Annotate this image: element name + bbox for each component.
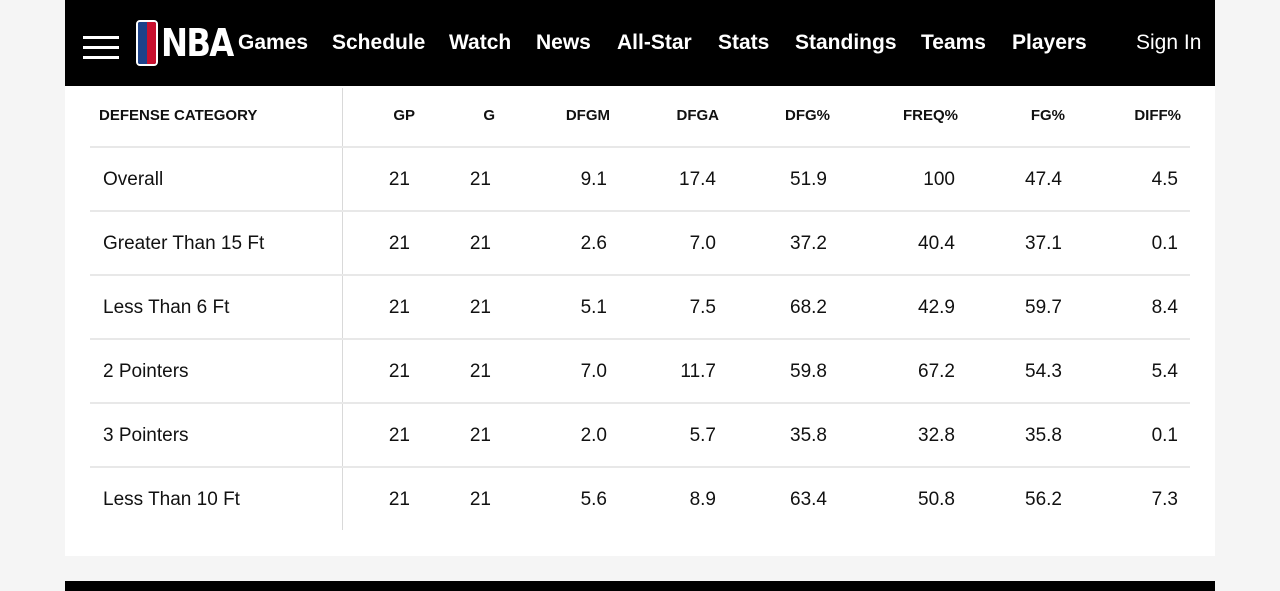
- cell-dfga: 7.0: [689, 233, 716, 254]
- cell-gp: 21: [388, 233, 410, 254]
- cell-fg-pct: 56.2: [1025, 489, 1062, 510]
- cell-dfgm: 9.1: [580, 169, 607, 190]
- cell-g: 21: [469, 425, 491, 446]
- cell-g: 21: [469, 297, 491, 318]
- cell-freq-pct: 32.8: [918, 425, 955, 446]
- menu-icon[interactable]: [83, 36, 119, 61]
- nba-logo[interactable]: NBA: [136, 19, 245, 67]
- cell-freq-pct: 42.9: [918, 297, 955, 318]
- cell-freq-pct: 67.2: [918, 361, 955, 382]
- cell-dfgm: 2.0: [580, 425, 607, 446]
- cell-fg-pct: 54.3: [1025, 361, 1062, 382]
- cell-fg-pct: 35.8: [1025, 425, 1062, 446]
- cell-dfgm: 5.6: [580, 489, 607, 510]
- row-divider: [90, 274, 1190, 276]
- cell-dfg-pct: 37.2: [790, 233, 827, 254]
- cell-dfga: 17.4: [679, 169, 716, 190]
- cell-dfga: 5.7: [689, 425, 716, 446]
- cell-g: 21: [469, 489, 491, 510]
- cell-freq-pct: 100: [923, 169, 955, 190]
- row-category-less-than-6-ft: Less Than 6 Ft: [103, 297, 230, 318]
- column-header-defense-category[interactable]: DEFENSE CATEGORY: [99, 107, 258, 124]
- cell-gp: 21: [388, 297, 410, 318]
- cell-diff-pct: 5.4: [1151, 361, 1178, 382]
- cell-gp: 21: [388, 361, 410, 382]
- cell-dfg-pct: 35.8: [790, 425, 827, 446]
- column-header-dfgm[interactable]: DFGM: [565, 107, 610, 124]
- column-header-dfg-pct[interactable]: DFG%: [785, 107, 830, 124]
- cell-dfga: 7.5: [689, 297, 716, 318]
- cell-gp: 21: [388, 425, 410, 446]
- nav-stats[interactable]: Stats: [718, 31, 770, 54]
- sign-in-link[interactable]: Sign In: [1136, 31, 1202, 54]
- column-header-fg-pct[interactable]: FG%: [1030, 107, 1065, 124]
- column-header-g[interactable]: G: [483, 107, 495, 124]
- nav-schedule[interactable]: Schedule: [332, 31, 426, 54]
- row-divider: [90, 146, 1190, 148]
- cell-gp: 21: [388, 489, 410, 510]
- cell-dfg-pct: 51.9: [790, 169, 827, 190]
- defense-stats-table: DEFENSE CATEGORY GP G DFGM DFGA DFG% FRE…: [65, 86, 1215, 556]
- cell-diff-pct: 7.3: [1151, 489, 1178, 510]
- cell-fg-pct: 47.4: [1025, 169, 1062, 190]
- column-header-diff-pct[interactable]: DIFF%: [1134, 107, 1181, 124]
- row-category-2-pointers: 2 Pointers: [103, 361, 189, 382]
- row-category-overall: Overall: [103, 169, 164, 190]
- cell-dfga: 8.9: [689, 489, 716, 510]
- nav-news[interactable]: News: [536, 31, 591, 54]
- row-divider: [90, 402, 1190, 404]
- cell-diff-pct: 4.5: [1151, 169, 1178, 190]
- cell-dfg-pct: 68.2: [790, 297, 827, 318]
- nav-watch[interactable]: Watch: [449, 31, 512, 54]
- cell-diff-pct: 0.1: [1151, 233, 1178, 254]
- column-header-freq-pct[interactable]: FREQ%: [902, 107, 958, 124]
- row-category-3-pointers: 3 Pointers: [103, 425, 189, 446]
- page: NBA Games Schedule Watch News All-Star S…: [65, 0, 1215, 591]
- cell-dfgm: 5.1: [580, 297, 607, 318]
- cell-dfg-pct: 63.4: [790, 489, 827, 510]
- cell-diff-pct: 8.4: [1151, 297, 1178, 318]
- column-divider: [342, 88, 343, 530]
- nav-standings[interactable]: Standings: [795, 31, 897, 54]
- cell-dfgm: 2.6: [580, 233, 607, 254]
- row-divider: [90, 338, 1190, 340]
- nav-all-star[interactable]: All-Star: [617, 31, 692, 54]
- cell-fg-pct: 59.7: [1025, 297, 1062, 318]
- cell-fg-pct: 37.1: [1025, 233, 1062, 254]
- column-header-dfga[interactable]: DFGA: [676, 107, 720, 124]
- cell-dfga: 11.7: [680, 361, 716, 382]
- column-header-gp[interactable]: GP: [393, 107, 415, 124]
- row-divider: [90, 210, 1190, 212]
- cell-dfgm: 7.0: [580, 361, 607, 382]
- cell-dfg-pct: 59.8: [790, 361, 827, 382]
- row-category-greater-than-15-ft: Greater Than 15 Ft: [103, 233, 265, 254]
- nav-games[interactable]: Games: [238, 31, 309, 54]
- cell-diff-pct: 0.1: [1151, 425, 1178, 446]
- nav-teams[interactable]: Teams: [921, 31, 986, 54]
- cell-freq-pct: 40.4: [918, 233, 955, 254]
- cell-freq-pct: 50.8: [918, 489, 955, 510]
- nba-logo-text: NBA: [161, 21, 234, 65]
- cell-g: 21: [469, 233, 491, 254]
- top-navbar: NBA Games Schedule Watch News All-Star S…: [65, 0, 1215, 86]
- cell-g: 21: [469, 361, 491, 382]
- cell-gp: 21: [388, 169, 410, 190]
- nba-logoman-icon: [136, 20, 158, 66]
- footer-bar: [65, 581, 1215, 591]
- row-category-less-than-10-ft: Less Than 10 Ft: [103, 489, 240, 510]
- cell-g: 21: [469, 169, 491, 190]
- row-divider: [90, 466, 1190, 468]
- nav-players[interactable]: Players: [1012, 31, 1087, 54]
